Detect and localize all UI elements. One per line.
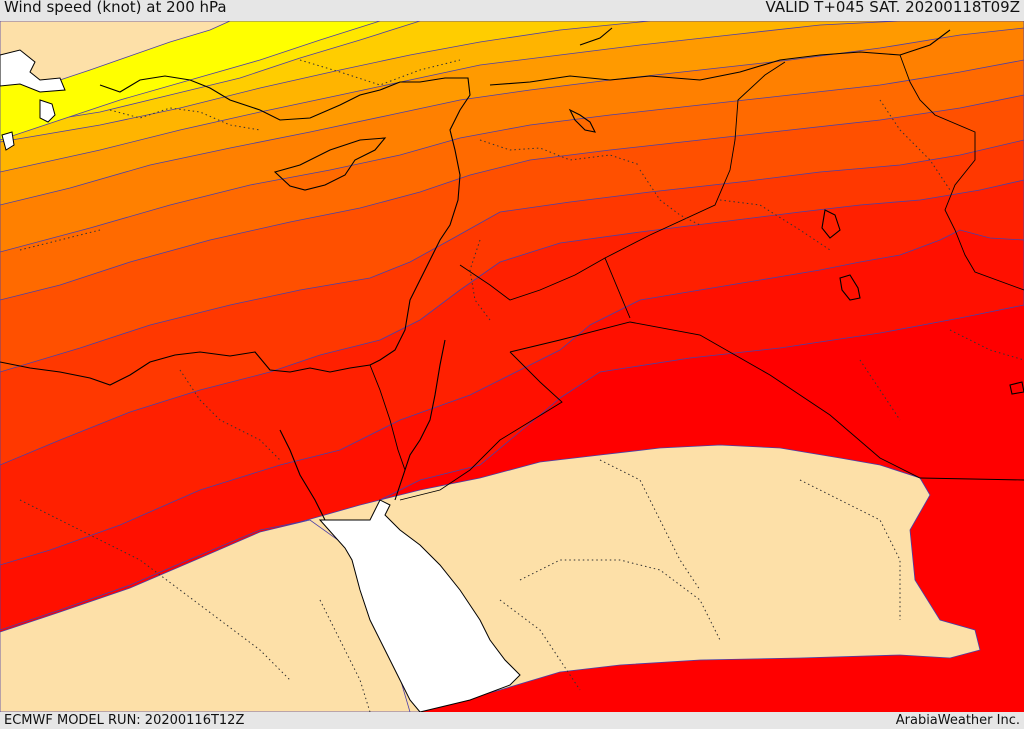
model-run: ECMWF MODEL RUN: 20200116T12Z (4, 713, 245, 728)
map-canvas (0, 21, 1024, 712)
admin-boundaries (19, 59, 1024, 712)
red-sea (318, 499, 521, 712)
header-bar: Wind speed (knot) at 200 hPa VALID T+045… (0, 0, 1024, 21)
wind-speed-map (0, 21, 1024, 712)
credit-text: ArabiaWeather Inc. (895, 713, 1020, 728)
valid-time: VALID T+045 SAT. 20200118T09Z (765, 0, 1020, 16)
footer-bar: ECMWF MODEL RUN: 20200116T12Z ArabiaWeat… (0, 712, 1024, 729)
aegean-islands (0, 49, 66, 93)
map-title: Wind speed (knot) at 200 hPa (4, 0, 227, 16)
island-crete (1, 131, 15, 151)
island-rhodes (39, 99, 56, 123)
political-borders (369, 54, 1024, 501)
